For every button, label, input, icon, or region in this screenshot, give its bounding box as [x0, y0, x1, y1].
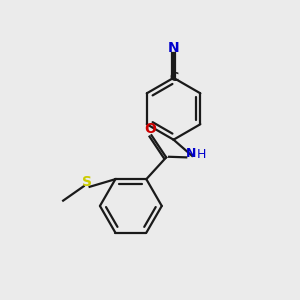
- Text: N: N: [186, 147, 196, 160]
- Text: C: C: [169, 71, 178, 84]
- Text: N: N: [168, 40, 179, 55]
- Text: S: S: [82, 176, 92, 189]
- Text: H: H: [196, 148, 206, 161]
- Text: O: O: [144, 122, 156, 136]
